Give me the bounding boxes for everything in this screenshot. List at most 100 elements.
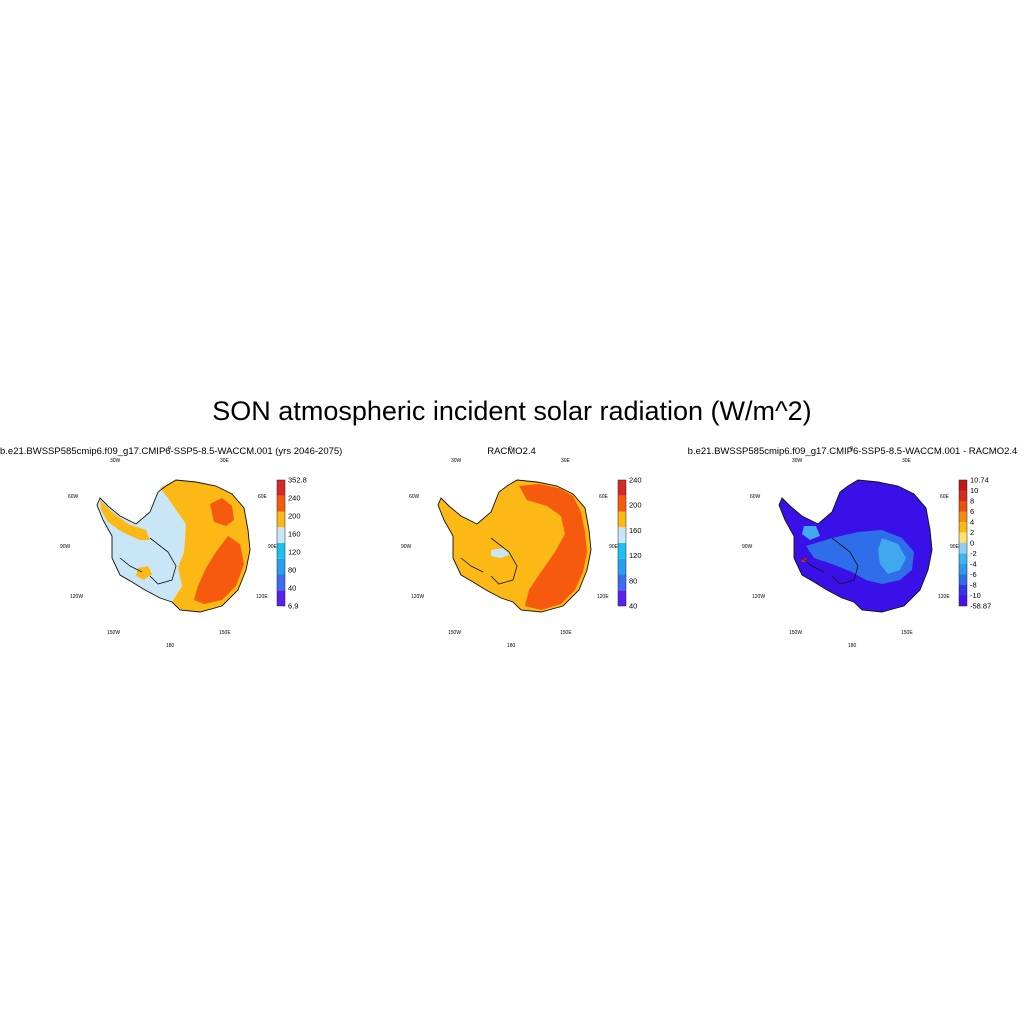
map-labels: 30W 30E 60W 60E 90W 90E 120W 120E 150W 1…: [60, 446, 278, 649]
diff-region-light-west: [802, 526, 820, 540]
lon-label-150e: 150E: [901, 630, 913, 636]
colorbar-box: [277, 590, 285, 606]
colorbar-label: 240: [629, 476, 642, 485]
colorbar-label: 0: [970, 539, 974, 548]
colorbar-label: 40: [629, 602, 637, 611]
map-labels: 30W 30E 60W 60E 90W 90E 120W 120E 150W 1…: [401, 446, 619, 649]
diff-region-light: [878, 538, 906, 574]
colorbar-box: [618, 511, 626, 528]
lon-label-30w: 30W: [792, 458, 803, 464]
lon-label-60w: 60W: [68, 494, 79, 500]
colorbar-label: 10: [970, 486, 978, 495]
ice-region-red-east: [194, 536, 244, 604]
lon-label-30w: 30W: [451, 458, 462, 464]
lon-label-150w: 150W: [448, 630, 461, 636]
colorbar-label: 352.8: [288, 476, 307, 485]
panel-racmo: RACMO2.4 30W 30E 60W 60E 90W 90E 120W 12…: [341, 440, 682, 660]
ice-region-red-north: [210, 498, 234, 526]
antarctica-map: [437, 479, 592, 613]
lon-label-60w: 60W: [750, 494, 761, 500]
lon-label-120e: 120E: [597, 594, 609, 600]
colorbar-outline: [617, 479, 627, 607]
colorbar-box: [959, 532, 967, 543]
figure-title: SON atmospheric incident solar radiation…: [212, 396, 812, 426]
lon-label-90e: 90E: [950, 544, 960, 550]
colorbar-box: [277, 558, 285, 575]
lon-label-120e: 120E: [256, 594, 268, 600]
colorbar-label: 80: [629, 576, 637, 585]
ice-region-light: [491, 548, 511, 558]
colorbar-box: [618, 558, 626, 575]
lon-label-120w: 120W: [70, 594, 83, 600]
colorbar-box: [618, 480, 626, 496]
colorbar-label: 80: [288, 566, 296, 575]
lon-label-120w: 120W: [411, 594, 424, 600]
colorbar-box: [959, 574, 967, 585]
coastline: [437, 479, 592, 613]
colorbar-box: [959, 480, 967, 491]
colorbar-label: -2: [970, 549, 977, 558]
colorbar-box: [959, 553, 967, 564]
panel-difference: b.e21.BWSSP585cmip6.f09_g17.CMIP6-SSP5-8…: [682, 440, 1023, 660]
lon-label-150w: 150W: [789, 630, 802, 636]
panel-model: b.e21.BWSSP585cmip6.f09_g17.CMIP6-SSP5-8…: [0, 440, 342, 660]
colorbar-label: 2: [970, 528, 974, 537]
lon-label-90e: 90E: [609, 544, 619, 550]
map-svg: 30W 30E 60W 60E 90W 90E 120W 120E 150W 1…: [60, 446, 307, 649]
colorbar-label: 4: [970, 518, 974, 527]
colorbar-outline: [276, 479, 286, 607]
colorbar-box: [959, 595, 967, 606]
panel-title: RACMO2.4: [487, 446, 536, 457]
coastline: [96, 479, 251, 613]
panel-title: b.e21.BWSSP585cmip6.f09_g17.CMIP6-SSP5-8…: [687, 446, 1018, 457]
lon-label-90w: 90W: [742, 544, 753, 550]
colorbar-label: 200: [288, 512, 301, 521]
lon-label-150e: 150E: [219, 630, 231, 636]
lon-label-0: 0: [509, 446, 512, 452]
lon-label-90w: 90W: [401, 544, 412, 550]
colorbar-label: -10: [970, 591, 981, 600]
colorbar-label: 8: [970, 497, 974, 506]
colorbar-label: 10.74: [970, 476, 989, 485]
coastline: [778, 479, 933, 613]
map-labels: 30W 30E 60W 60E 90W 90E 120W 120E 150W 1…: [742, 446, 960, 649]
colorbar-box: [959, 511, 967, 522]
colorbar-label: 200: [629, 501, 642, 510]
colorbar-label: 6.9: [288, 602, 298, 611]
colorbar-box: [959, 501, 967, 512]
lon-label-60e: 60E: [940, 494, 950, 500]
colorbar-box: [618, 574, 626, 591]
lon-label-30e: 30E: [220, 458, 230, 464]
lon-label-180: 180: [507, 643, 516, 649]
colorbar-label: 40: [288, 584, 296, 593]
colorbar-box: [618, 543, 626, 559]
antarctica-map: [96, 479, 251, 613]
colorbar-label: -4: [970, 560, 977, 569]
lon-label-60w: 60W: [409, 494, 420, 500]
lon-label-60e: 60E: [599, 494, 609, 500]
lon-label-150w: 150W: [107, 630, 120, 636]
lon-label-30w: 30W: [110, 458, 121, 464]
colorbar: 40 80 120 160 200 240: [617, 476, 642, 611]
lon-label-30e: 30E: [902, 458, 912, 464]
colorbar-box: [277, 543, 285, 559]
colorbar-box: [277, 495, 285, 512]
colorbar-box: [959, 543, 967, 554]
ice-region-red-east: [519, 484, 587, 610]
map-svg: 30W 30E 60W 60E 90W 90E 120W 120E 150W 1…: [742, 446, 991, 649]
colorbar-label: 240: [288, 494, 301, 503]
colorbar-box: [959, 564, 967, 575]
colorbar-label: -58.87: [970, 602, 991, 611]
lon-label-60e: 60E: [258, 494, 268, 500]
peninsula-orange: [100, 500, 150, 540]
lon-label-0: 0: [850, 446, 853, 452]
colorbar-label: 160: [288, 530, 301, 539]
lon-label-90w: 90W: [60, 544, 71, 550]
lon-label-120w: 120W: [752, 594, 765, 600]
colorbar-label: -6: [970, 570, 977, 579]
map-svg: 30W 30E 60W 60E 90W 90E 120W 120E 150W 1…: [401, 446, 642, 649]
lon-label-90e: 90E: [268, 544, 278, 550]
colorbar-label: -8: [970, 581, 977, 590]
colorbar-label: 6: [970, 507, 974, 516]
